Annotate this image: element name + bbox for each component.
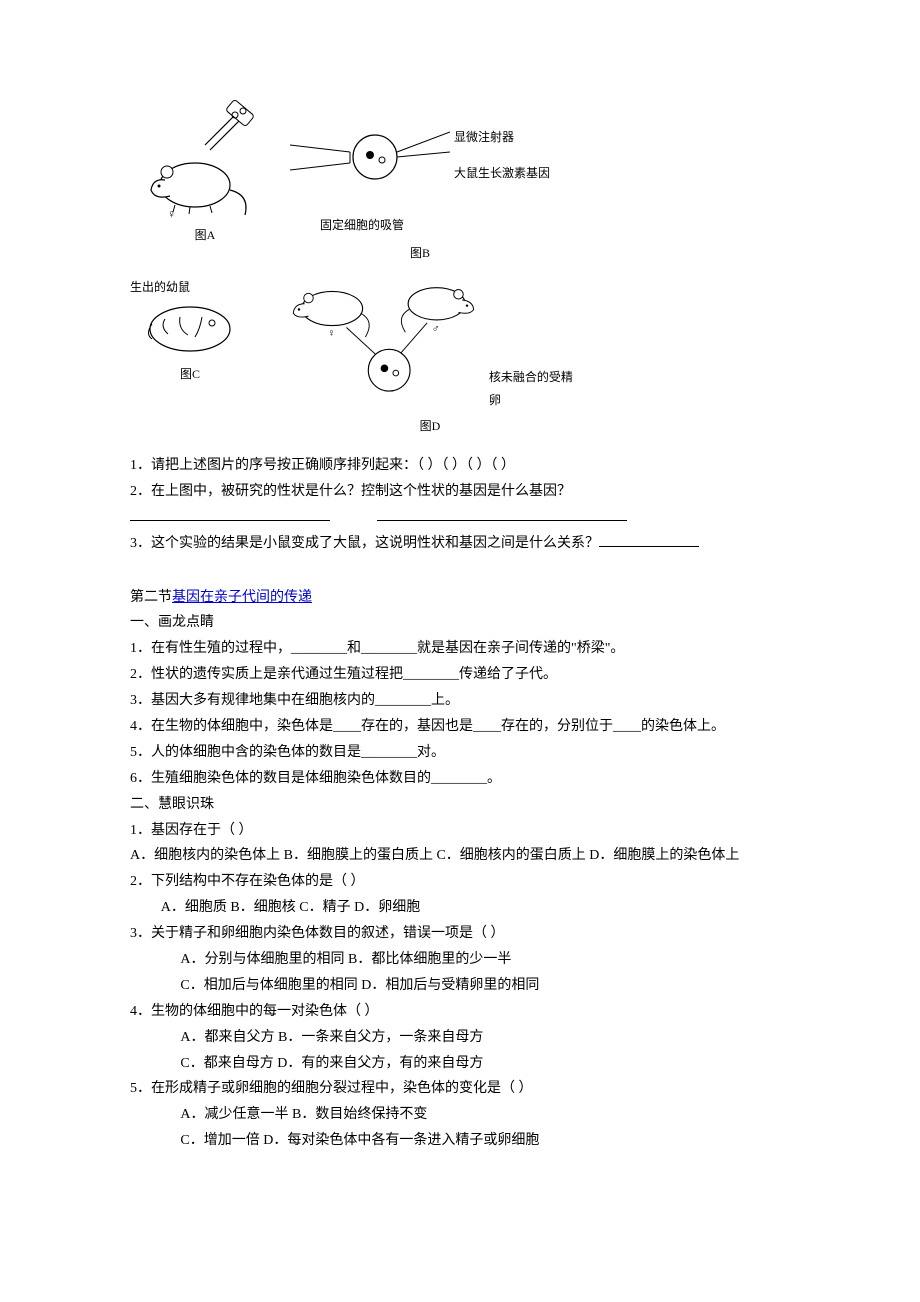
- mc2: 2．下列结构中不存在染色体的是（ ）: [130, 869, 790, 895]
- fill-2: 2．性状的遗传实质上是亲代通过生殖过程把________传递给了子代。: [130, 662, 790, 688]
- blank-field[interactable]: [130, 505, 330, 520]
- figure-a-caption: 图A: [195, 224, 216, 246]
- q3-line: 3．这个实验的结果是小鼠变成了大鼠，这说明性状和基因之间是什么关系？: [130, 531, 790, 557]
- mc3-options-b: C．相加后与体细胞里的相同 D．相加后与受精卵里的相同: [130, 973, 790, 999]
- mc4-options-b: C．都来自母方 D．有的来自父方，有的来自母方: [130, 1051, 790, 1077]
- section2-link[interactable]: 基因在亲子代间的传递: [172, 590, 312, 605]
- mating-icon: ♀ ♂: [280, 272, 489, 402]
- figure-row-2: 生出的幼鼠 图C ♀: [130, 272, 790, 437]
- blank-field[interactable]: [377, 505, 627, 520]
- mouse-injection-icon: ♀: [145, 100, 265, 220]
- ratgene-label: 大鼠生长激素基因: [454, 162, 550, 184]
- fill-3: 3．基因大多有规律地集中在细胞核内的________上。: [130, 688, 790, 714]
- mc5-options-a: A．减少任意一半 B．数目始终保持不变: [130, 1102, 790, 1128]
- mc4-options-a: A．都来自父方 B．一条来自父方，一条来自母方: [130, 1025, 790, 1051]
- svg-text:♀: ♀: [327, 328, 335, 339]
- section2-h1: 一、画龙点睛: [130, 610, 790, 636]
- fill-4: 4．在生物的体细胞中，染色体是____存在的，基因也是____存在的，分别位于_…: [130, 714, 790, 740]
- q3: 3．这个实验的结果是小鼠变成了大鼠，这说明性状和基因之间是什么关系？: [130, 536, 599, 551]
- mc4: 4．生物的体细胞中的每一对染色体（ ）: [130, 999, 790, 1025]
- blank-field[interactable]: [599, 531, 699, 546]
- q2-blanks: [130, 505, 790, 531]
- fill-6: 6．生殖细胞染色体的数目是体细胞染色体数目的________。: [130, 766, 790, 792]
- figure-d-caption: 图D: [420, 415, 441, 437]
- mc2-options: A．细胞质 B．细胞核 C．精子 D．卵细胞: [130, 895, 790, 921]
- section2-h2: 二、慧眼识珠: [130, 792, 790, 818]
- section2-title: 第二节基因在亲子代间的传递: [130, 585, 790, 611]
- figure-b: 显微注射器 大鼠生长激素基因 固定细胞的吸管 图B: [290, 100, 550, 264]
- figure-row-1: ♀ 图A 显: [130, 100, 790, 264]
- figure-b-caption: 图B: [410, 242, 430, 264]
- mc5-options-b: C．增加一倍 D．每对染色体中各有一条进入精子或卵细胞: [130, 1128, 790, 1154]
- figure-area: ♀ 图A 显: [130, 100, 790, 437]
- mc3-options-a: A．分别与体细胞里的相同 B．都比体细胞里的少一半: [130, 947, 790, 973]
- microinjector-label: 显微注射器: [454, 126, 550, 148]
- microinjection-icon: [290, 100, 450, 210]
- offspring-icon: [140, 299, 240, 359]
- q1: 1．请把上述图片的序号按正确顺序排列起来：（ ）（ ）（ ）（ ）: [130, 453, 790, 479]
- pipette-label: 固定细胞的吸管: [320, 214, 404, 236]
- offspring-label: 生出的幼鼠: [130, 276, 190, 298]
- figure-a: ♀ 图A: [130, 100, 280, 246]
- fill-5: 5．人的体细胞中含的染色体的数目是________对。: [130, 740, 790, 766]
- fill-1: 1．在有性生殖的过程中，________和________就是基因在亲子间传递的…: [130, 636, 790, 662]
- mc1: 1．基因存在于（ ）: [130, 818, 790, 844]
- figure-d: ♀ ♂ 核未融合的受精卵 图D: [280, 272, 580, 437]
- mc1-options: A．细胞核内的染色体上 B．细胞膜上的蛋白质上 C．细胞核内的蛋白质上 D．细胞…: [130, 843, 790, 869]
- figure-b-labels: 显微注射器 大鼠生长激素基因: [454, 126, 550, 184]
- q2: 2．在上图中，被研究的性状是什么？控制这个性状的基因是什么基因？: [130, 479, 790, 505]
- svg-text:♀: ♀: [167, 207, 176, 220]
- figure-c: 生出的幼鼠 图C: [130, 272, 250, 384]
- section2-prefix: 第二节: [130, 590, 172, 605]
- mc3: 3．关于精子和卵细胞内染色体数目的叙述，错误一项是（ ）: [130, 921, 790, 947]
- svg-text:♂: ♂: [432, 325, 440, 336]
- mc5: 5．在形成精子或卵细胞的细胞分裂过程中，染色体的变化是（ ）: [130, 1076, 790, 1102]
- egg-label: 核未融合的受精卵: [489, 366, 580, 410]
- figure-c-caption: 图C: [180, 363, 200, 385]
